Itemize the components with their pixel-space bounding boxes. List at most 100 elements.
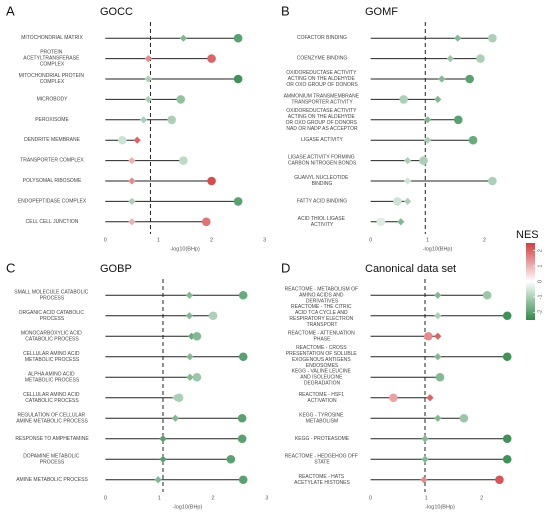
circle-point	[207, 176, 216, 186]
category-label: ORGANIC ACID CATABOLIC PROCESS	[19, 310, 86, 322]
diamond-point	[404, 157, 412, 165]
diamond-point	[144, 75, 152, 83]
category-label: KEGG - PROTEASOME	[295, 436, 350, 442]
x-tick-label: 1	[158, 495, 161, 501]
category-label: REACTOME - HATS ACETYLATE HISTONES	[294, 474, 350, 486]
diamond-point	[423, 136, 432, 144]
circle-point	[465, 74, 474, 84]
circle-point	[476, 54, 485, 63]
diamond-point	[154, 476, 162, 484]
circle-point	[208, 311, 218, 321]
category-label: KEGG - VALINE LEUCINE AND ISOLEUCINE DEG…	[292, 369, 353, 387]
circle-point	[237, 413, 247, 423]
circle-point	[118, 135, 127, 145]
circle-point	[192, 372, 202, 382]
panel-letter: A	[6, 3, 15, 18]
legend-tick-label: 1	[537, 265, 543, 268]
diamond-point	[404, 197, 412, 205]
x-tick-label: 0	[369, 495, 372, 501]
circle-point	[393, 197, 402, 206]
diamond-point	[128, 177, 136, 185]
circle-point	[488, 33, 497, 43]
category-label: REACTOME - HSF1 ACTIVATION	[299, 392, 346, 404]
legend-tick-label: -2	[537, 310, 543, 315]
x-tick-label: 0	[369, 237, 372, 243]
circle-point	[502, 454, 512, 464]
diamond-point	[434, 312, 442, 320]
circle-point	[389, 393, 398, 403]
diamond-point	[454, 34, 462, 42]
circle-point	[502, 311, 512, 321]
category-label: ACID THIOL LIGASE ACTIVITY	[298, 216, 347, 228]
diamond-point	[434, 414, 442, 422]
category-label: MITOCHONDRIAL MATRIX	[21, 36, 83, 42]
circle-point	[502, 434, 512, 444]
category-label: REACTOME - THE CITRIC ACID TCA CYCLE AND…	[289, 304, 354, 328]
category-label: TRANSPORTER COMPLEX	[20, 158, 84, 164]
x-axis-label: -log10(BHp)	[173, 504, 203, 510]
diamond-point	[128, 197, 136, 205]
circle-point	[482, 290, 492, 300]
category-label: LIGASE ACTIVITY	[301, 138, 343, 144]
panel-letter: B	[281, 3, 290, 18]
category-label: PROTEIN ACETYLTRANSFERASE COMPLEX	[23, 50, 80, 68]
diamond-point	[434, 95, 442, 103]
x-tick-label: 2	[212, 495, 215, 501]
diamond-point	[185, 291, 193, 299]
diamond-point	[434, 332, 442, 340]
circle-point	[419, 156, 428, 165]
diamond-point	[128, 218, 136, 226]
category-label: MONOCARBOXYLIC ACID CATABOLIC PROCESS	[21, 331, 83, 343]
x-tick-label: 2	[210, 237, 213, 243]
category-label: LIGASE ACTIVITY FORMING CARBON NITROGEN …	[288, 155, 357, 167]
circle-point	[192, 331, 202, 341]
x-tick-label: 3	[263, 237, 266, 243]
diamond-point	[144, 95, 152, 103]
x-tick-label: 2	[483, 237, 486, 243]
diamond-point	[421, 455, 429, 463]
diamond-point	[404, 177, 412, 185]
category-label: AMINE METABOLIC PROCESS	[16, 477, 88, 483]
circle-point	[424, 331, 433, 341]
colorbar	[526, 243, 535, 320]
diamond-point	[426, 394, 434, 402]
circle-point	[237, 434, 247, 444]
category-label: REGULATION OF CELLULAR AMINE METABOLIC P…	[16, 413, 88, 425]
category-label: REACTOME - METABOLISM OF AMINO ACIDS AND…	[285, 287, 360, 305]
x-axis-label: -log10(BHp)	[425, 504, 455, 510]
circle-point	[399, 95, 408, 104]
circle-point	[233, 197, 243, 206]
diamond-point	[159, 455, 167, 463]
x-axis-label: -log10(BHp)	[423, 246, 453, 252]
legend-tick-label: -1	[537, 294, 543, 299]
circle-point	[495, 475, 504, 485]
legend-tick-label: 0	[537, 280, 543, 283]
circle-point	[502, 352, 512, 362]
panel-title: Canonical data set	[365, 263, 456, 275]
circle-point	[459, 413, 469, 423]
category-label: DENDRITE MEMBRANE	[24, 138, 81, 144]
circle-point	[174, 393, 184, 403]
category-label: ALPHA AMINO ACID METABOLIC PROCESS	[25, 372, 80, 384]
circle-point	[238, 475, 248, 485]
diamond-point	[423, 116, 432, 124]
category-label: FATTY ACID BINDING	[297, 199, 347, 205]
diamond-point	[397, 218, 405, 226]
category-label: CELLULAR AMINO ACID CATABOLIC PROCESS	[23, 392, 81, 404]
category-label: ENDOPEPTIDASE COMPLEX	[18, 199, 87, 205]
category-label: COFACTOR BINDING	[297, 36, 347, 42]
circle-point	[488, 176, 497, 186]
x-tick-label: 1	[425, 495, 428, 501]
x-tick-label: 3	[265, 495, 268, 501]
category-label: MITOCHONDRIAL PROTEIN COMPLEX	[19, 73, 86, 85]
category-label: KEGG - TYROSINE METABOLISM	[299, 413, 345, 425]
diamond-point	[179, 34, 188, 42]
x-tick-label: 1	[157, 237, 160, 243]
x-tick-label: 0	[104, 495, 107, 501]
diamond-point	[144, 55, 152, 63]
circle-point	[179, 156, 188, 165]
category-label: AMMONIUM TRANSMEMBRANE TRANSPORTER ACTIV…	[284, 94, 361, 106]
category-label: SMALL MOLECULE CATABOLIC PROCESS	[14, 290, 89, 302]
category-label: OXIDOREDUCTASE ACTIVITY ACTING ON THE AL…	[286, 70, 358, 88]
